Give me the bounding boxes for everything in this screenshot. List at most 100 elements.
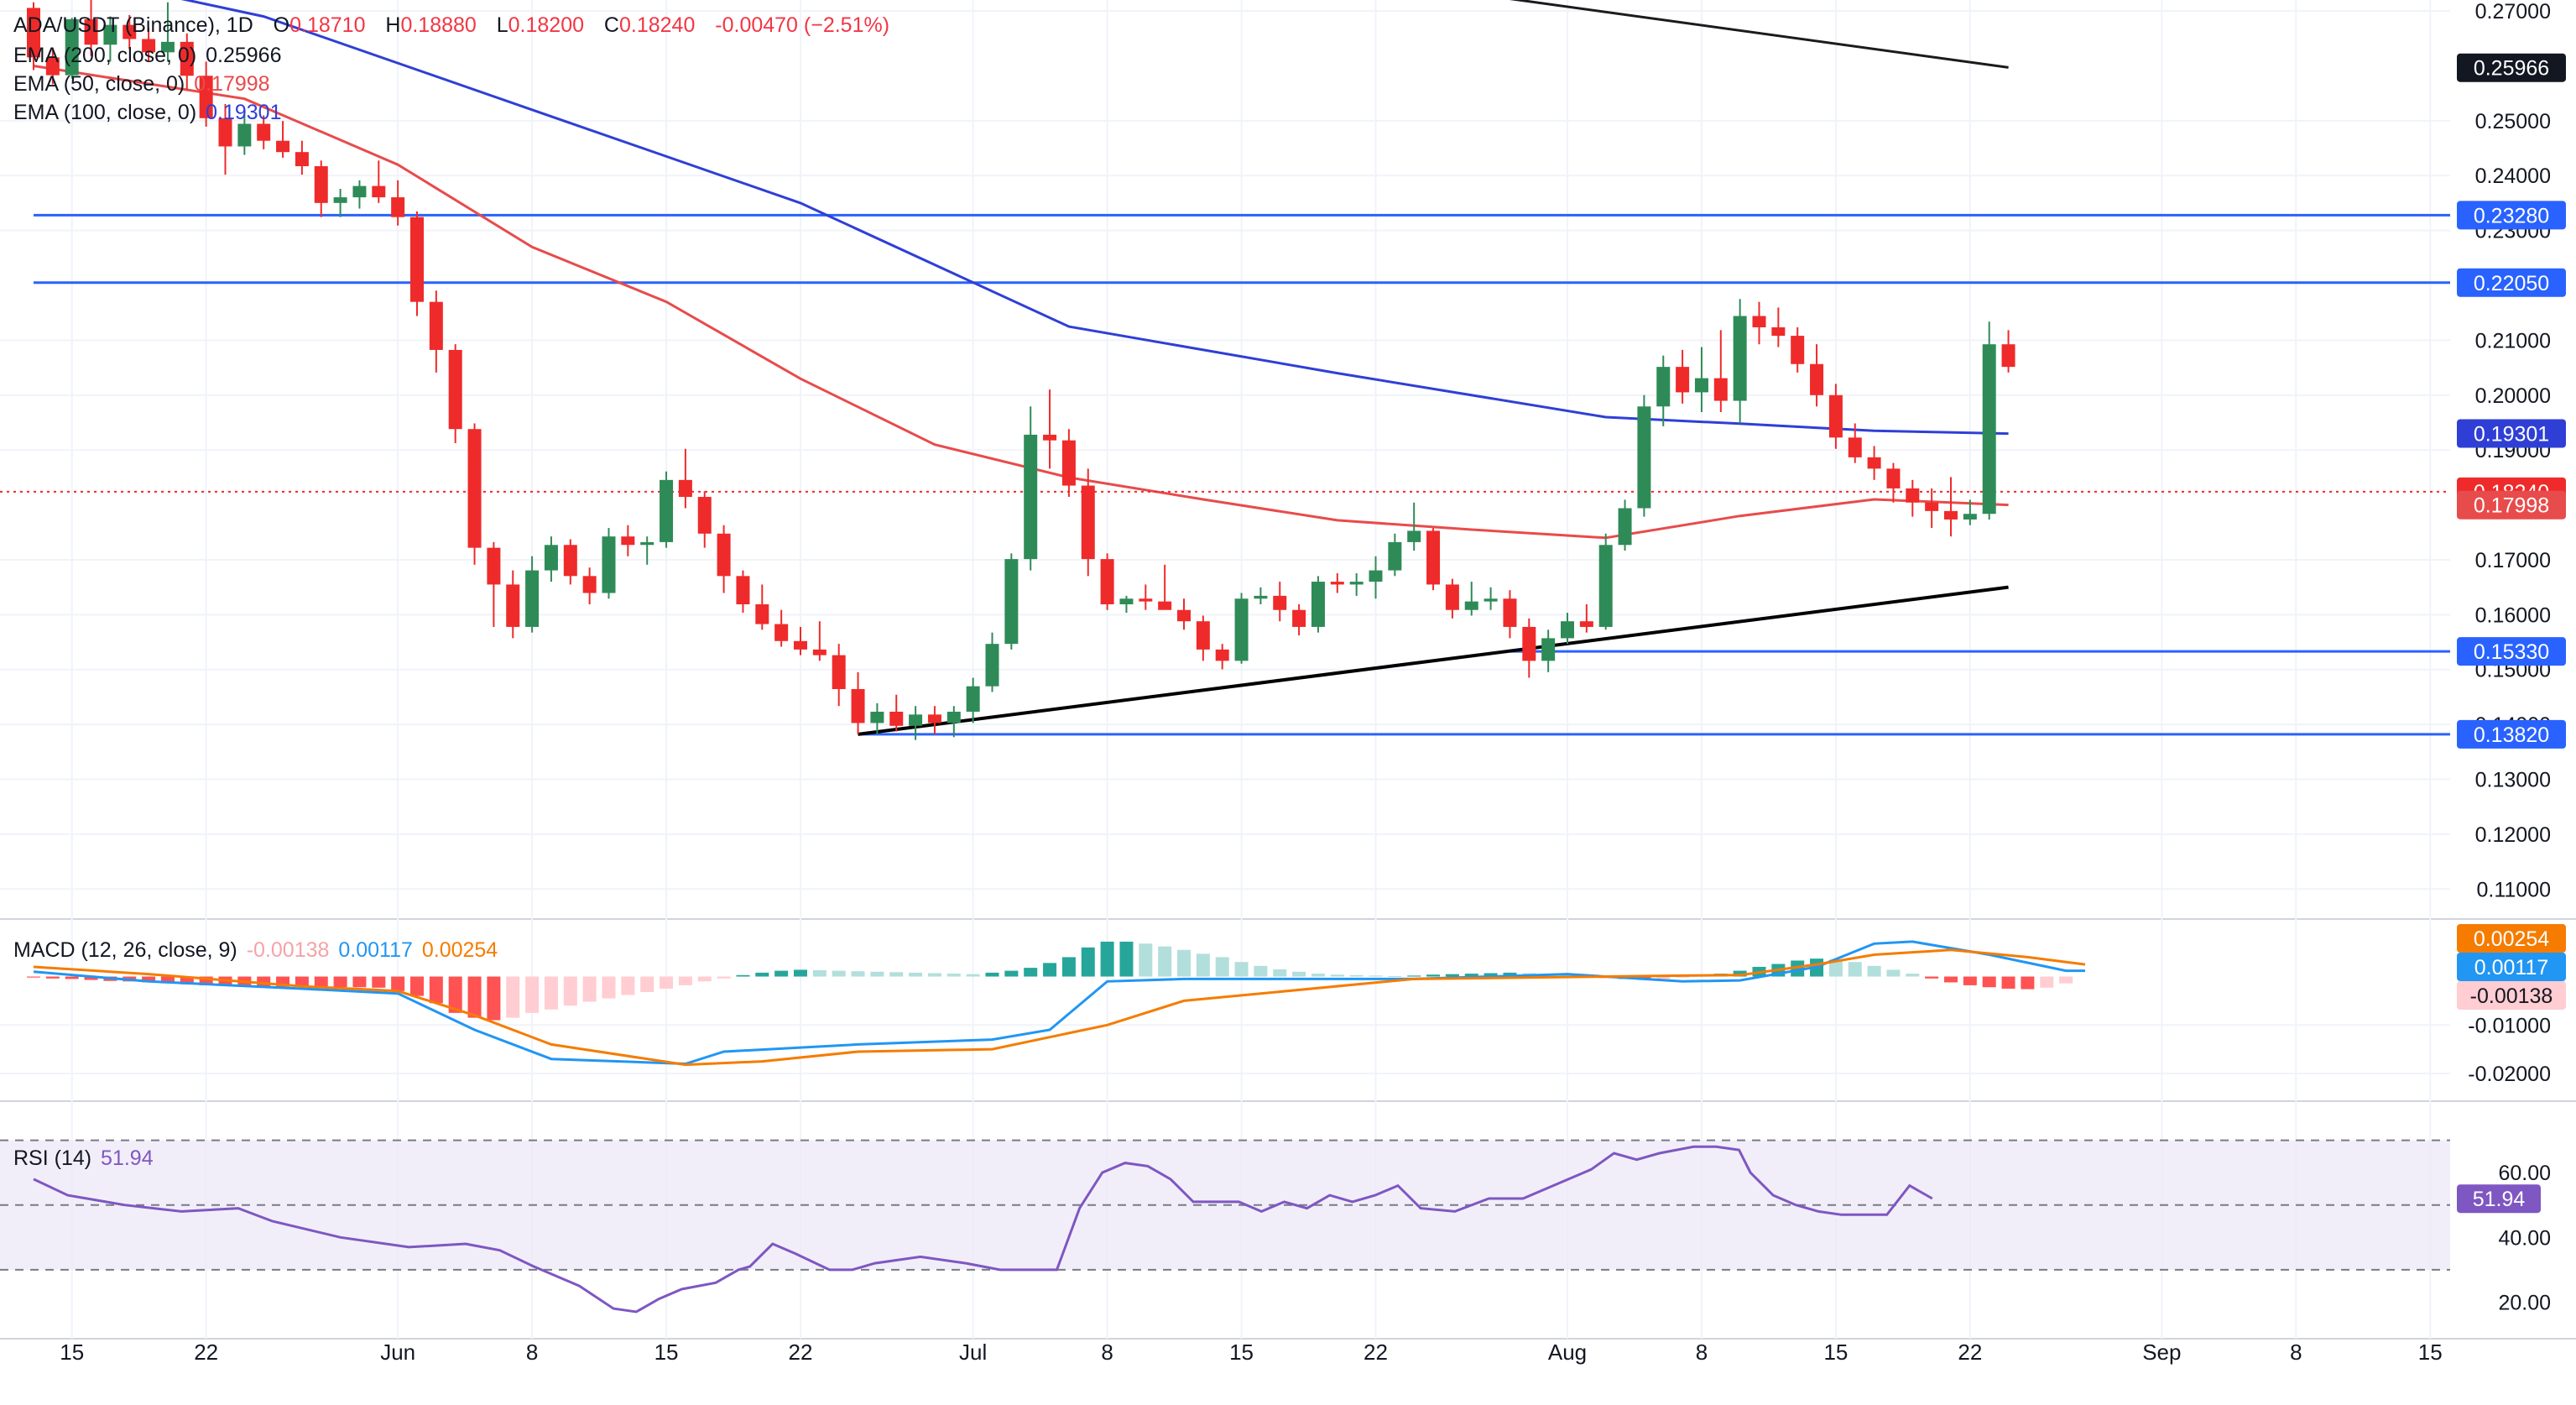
macd-histogram-bar [160,976,175,984]
macd-histogram-bar [295,976,309,987]
rsi-tick-label: 40.00 [2498,1226,2551,1250]
y-tick-label: 0.21000 [2475,329,2551,353]
candle-body [1139,598,1153,602]
macd-histogram-bar [1004,970,1019,977]
macd-histogram-bar [199,976,213,985]
rsi-legend[interactable]: RSI (14) 51.94 [13,1145,154,1173]
macd-histogram-bar [582,976,597,1002]
ema-line [180,0,2009,436]
macd-histogram-bar [333,976,347,988]
macd-line-value: 0.00117 [338,938,413,962]
candle-body [909,714,923,726]
macd-histogram-bar [1886,969,1901,977]
rsi-value-label-text: 51.94 [2473,1188,2526,1211]
candle-body [448,349,462,430]
macd-histogram-bar [678,976,692,985]
symbol-label[interactable]: ADA/USDT (Binance), 1D [13,13,253,37]
rsi-pane: 60.00 40.00 20.00 51.94 [0,1139,2551,1314]
macd-histogram-bar [1828,959,1843,977]
x-tick-label: 8 [2290,1340,2302,1365]
x-tick-label: Jul [959,1340,987,1365]
candle-body [1081,485,1095,560]
x-tick-label: 15 [1823,1340,1848,1365]
macd-histogram-bar [544,976,558,1010]
candle-body [295,152,309,167]
low-label: L [496,13,508,37]
open-label: O [273,13,290,37]
candle-body [1791,336,1805,364]
macd-histogram-bar [1215,957,1229,977]
open-value: 0.18710 [289,13,366,37]
x-tick-label: 8 [526,1340,538,1365]
macd-histogram-bar [467,976,482,1018]
macd-histogram-bar [314,976,328,988]
candle-body [1349,582,1364,585]
ema-line [33,65,2009,540]
macd-histogram-bar [909,972,923,977]
candle-body [1043,434,1057,441]
low-value: 0.18200 [508,13,585,37]
macd-signal-line [33,948,2086,1067]
candle-body [1024,434,1038,560]
main-legend: ADA/USDT (Binance), 1D O0.18710 H0.18880… [13,12,889,39]
price-label-bg [2457,419,2566,448]
candle-body [1004,559,1019,645]
candle-body [1561,621,1574,639]
macd-histogram-bar [429,976,443,1004]
high-label: H [385,13,401,37]
x-tick-label: 15 [60,1340,84,1365]
macd-histogram-bar [602,976,616,999]
price-label-text: 0.23280 [2474,204,2549,227]
macd-histogram-bar [832,970,846,977]
macd-histogram-bar [927,973,941,977]
macd-histogram-bar [1484,973,1498,977]
macd-histogram-bar [506,976,520,1018]
macd-line [33,940,2085,1066]
macd-histogram-bar [1407,975,1421,977]
candle-body [525,570,540,627]
macd-histogram-bar [736,974,750,977]
x-tick-label: 15 [2418,1340,2443,1365]
candle-body [1158,601,1172,610]
price-label-bg [2457,637,2566,666]
candle-body [1254,595,1268,599]
rsi-tick-label: 60.00 [2498,1162,2551,1185]
macd-histogram-bar [640,976,654,992]
macd-legend[interactable]: MACD (12, 26, close, 9) -0.00138 0.00117… [13,937,498,964]
macd-histogram-bar [1848,962,1862,977]
candle-body [870,711,884,723]
x-tick-label: 22 [1958,1340,1982,1365]
y-tick-label: 0.12000 [2475,823,2551,847]
rsi-line [33,1145,1933,1314]
rsi-tick-label: 20.00 [2498,1291,2551,1314]
ema200-value: 0.25966 [206,44,282,67]
y-tick-label: 0.11000 [2476,878,2551,901]
macd-histogram-bar [794,969,807,977]
candle-body [45,57,60,76]
macd-histogram-bar [889,972,904,977]
candle-body [276,140,290,153]
candle-body [1311,582,1325,627]
high-value: 0.18880 [400,13,477,37]
trendline [858,585,2009,736]
macd-histogram-bar [1388,975,1402,977]
x-tick-label: 8 [1101,1340,1113,1365]
ema100-legend[interactable]: EMA (100, close, 0) 0.19301 [13,99,281,127]
macd-histogram-bar [1944,976,1958,983]
candle-body [1810,363,1824,395]
price-axis: 0.270000.250000.240000.230000.210000.200… [0,0,2551,901]
macd-histogram-bar [410,976,424,996]
ema200-legend[interactable]: EMA (200, close, 0) 0.25966 [13,42,281,70]
macd-histogram-bar [1982,976,1996,988]
x-tick-label: Aug [1548,1340,1587,1365]
candle-body [84,18,98,45]
macd-histogram-bar [1503,972,1517,977]
y-tick-label: 0.27000 [2475,0,2551,24]
macd-histogram-bar [755,972,769,977]
candle-body [946,711,961,723]
macd-histogram-bar [1177,949,1191,977]
ema50-legend[interactable]: EMA (50, close, 0) 0.17998 [13,71,270,98]
candle-body [180,41,194,76]
macd-histogram-bar [352,976,367,988]
